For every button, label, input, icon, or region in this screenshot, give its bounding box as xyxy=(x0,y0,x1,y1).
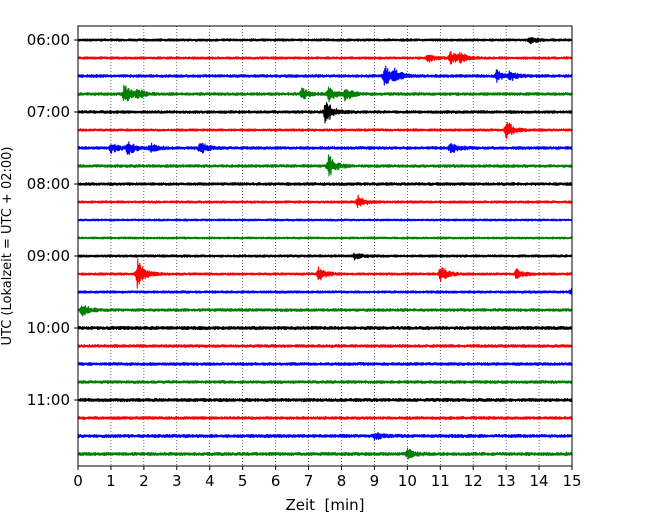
trace-1045 xyxy=(77,380,573,384)
y-tick-label: 10:00 xyxy=(27,319,70,337)
trace-1030 xyxy=(77,362,573,366)
trace-0715 xyxy=(77,122,573,140)
x-tick-label: 8 xyxy=(337,472,347,490)
x-axis-label: Zeit [min] xyxy=(285,496,364,514)
trace-1100 xyxy=(77,397,573,403)
x-tick-label: 14 xyxy=(530,472,549,490)
y-tick-label: 11:00 xyxy=(27,391,70,409)
trace-1115 xyxy=(77,416,573,420)
trace-0615 xyxy=(77,50,573,65)
trace-1000 xyxy=(77,325,573,331)
trace-0730 xyxy=(77,141,573,155)
trace-1015 xyxy=(77,344,573,348)
x-tick-label: 3 xyxy=(172,472,182,490)
x-tick-label: 2 xyxy=(139,472,149,490)
x-tick-label: 15 xyxy=(562,472,581,490)
y-axis-label: UTC (Lokalzeit = UTC + 02:00) xyxy=(0,147,15,346)
trace-0815 xyxy=(77,194,573,209)
trace-0645 xyxy=(77,84,573,103)
trace-0945 xyxy=(77,305,573,317)
x-tick-label: 12 xyxy=(464,472,483,490)
x-axis-ticks: 0 1 2 3 4 5 6 7 8 9 10 11 12 13 14 15 xyxy=(73,466,582,490)
x-tick-label: 1 xyxy=(106,472,116,490)
trace-0930 xyxy=(77,287,573,296)
x-tick-label: 5 xyxy=(238,472,248,490)
trace-1130 xyxy=(77,431,573,441)
trace-0800 xyxy=(77,182,573,186)
x-tick-label: 10 xyxy=(398,472,417,490)
x-tick-label: 13 xyxy=(497,472,516,490)
plot-frame xyxy=(77,25,573,467)
x-tick-label: 11 xyxy=(431,472,450,490)
trace-0745 xyxy=(77,154,573,177)
x-tick-label: 9 xyxy=(370,472,380,490)
seismogram-traces xyxy=(77,37,573,460)
trace-0830 xyxy=(77,218,573,222)
x-tick-label: 0 xyxy=(73,472,83,490)
x-tick-label: 4 xyxy=(205,472,215,490)
trace-0700 xyxy=(77,102,573,124)
y-tick-label: 08:00 xyxy=(27,175,70,193)
trace-0600 xyxy=(77,37,573,45)
x-tick-label: 6 xyxy=(271,472,281,490)
trace-1145 xyxy=(77,447,573,460)
trace-0845 xyxy=(77,236,573,240)
trace-0900 xyxy=(77,252,573,261)
trace-0630 xyxy=(77,65,573,86)
vertical-grid xyxy=(110,26,540,466)
y-tick-label: 06:00 xyxy=(27,31,70,49)
plot-background xyxy=(78,26,572,466)
trace-0915 xyxy=(77,258,573,289)
y-tick-label: 09:00 xyxy=(27,247,70,265)
y-tick-label: 07:00 xyxy=(27,103,70,121)
x-tick-label: 7 xyxy=(304,472,314,490)
y-axis-ticks: 06:00 07:00 08:00 09:00 10:00 11:00 xyxy=(27,31,78,409)
